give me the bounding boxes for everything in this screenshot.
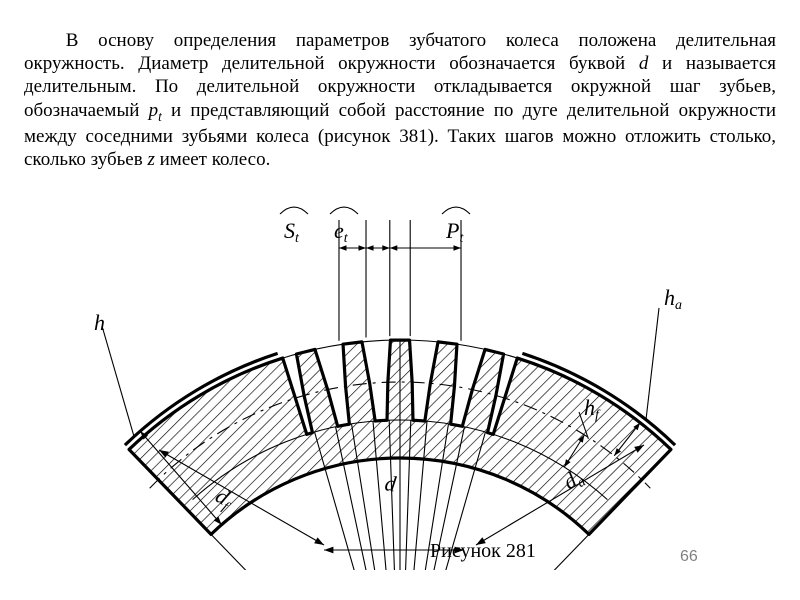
svg-text:et: et	[334, 218, 349, 246]
figure-caption: Рисунок 281	[430, 540, 536, 563]
svg-text:ha: ha	[664, 285, 682, 313]
svg-text:St: St	[284, 218, 300, 246]
symbol-d: d	[639, 53, 649, 74]
symbol-z: z	[147, 149, 154, 170]
body-paragraph: В основу определения параметров зубчатог…	[24, 29, 776, 171]
page-number: 66	[680, 548, 698, 566]
gear-figure: dfddaStetPthhahf	[24, 190, 776, 570]
gear-svg: dfddaStetPthhahf	[24, 190, 776, 570]
para-part-4: имеет колесо.	[155, 149, 270, 170]
symbol-pt: p	[149, 100, 159, 121]
svg-text:d: d	[383, 470, 398, 496]
